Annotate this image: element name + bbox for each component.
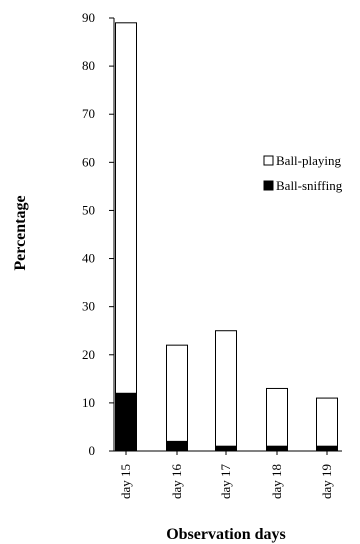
x-axis-title: Observation days xyxy=(166,526,286,543)
x-tick-label-day-18: day 18 xyxy=(269,464,284,499)
bar-ball-sniffing-day-19 xyxy=(316,445,338,452)
bar-ball-playing-day-15 xyxy=(115,22,137,394)
bar-ball-sniffing-day-18 xyxy=(266,445,288,452)
bar-ball-playing-day-16 xyxy=(166,344,188,442)
y-tick-label-50: 50 xyxy=(82,202,95,217)
y-axis-ticks: 0 10 20 30 40 50 60 70 80 90 xyxy=(82,10,114,458)
x-tick-label-day-17: day 17 xyxy=(218,464,233,500)
y-tick-label-60: 60 xyxy=(82,154,95,169)
legend-marker-ball-sniffing xyxy=(263,180,274,191)
y-tick-label-20: 20 xyxy=(82,347,95,362)
y-tick-label-0: 0 xyxy=(89,443,96,458)
y-tick-label-70: 70 xyxy=(82,106,95,121)
bar-ball-sniffing-day-15 xyxy=(115,392,137,452)
x-tick-label-day-15: day 15 xyxy=(118,464,133,499)
y-tick-label-90: 90 xyxy=(82,10,95,25)
bar-ball-playing-day-19 xyxy=(316,397,338,447)
legend-marker-ball-playing xyxy=(263,155,274,166)
legend-label-ball-playing: Ball-playing xyxy=(276,153,341,168)
bars-group xyxy=(115,22,338,452)
bar-ball-sniffing-day-17 xyxy=(215,445,237,452)
y-tick-label-10: 10 xyxy=(82,395,95,410)
y-tick-label-40: 40 xyxy=(82,251,95,266)
y-tick-label-30: 30 xyxy=(82,299,95,314)
x-axis-tick-labels: day 15 day 16 day 17 day 18 day 19 xyxy=(118,451,334,499)
bar-ball-sniffing-day-16 xyxy=(166,440,188,452)
legend: Ball-playing Ball-sniffing xyxy=(263,153,343,193)
y-axis-title: Percentage xyxy=(12,195,29,270)
bar-ball-playing-day-17 xyxy=(215,330,237,447)
y-tick-label-80: 80 xyxy=(82,58,95,73)
legend-label-ball-sniffing: Ball-sniffing xyxy=(276,178,343,193)
x-tick-label-day-16: day 16 xyxy=(169,464,184,500)
x-tick-label-day-19: day 19 xyxy=(319,464,334,499)
bar-ball-playing-day-18 xyxy=(266,387,288,447)
